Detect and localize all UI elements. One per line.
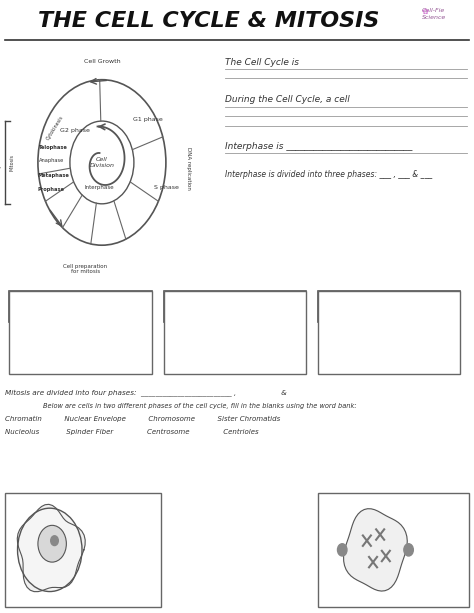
Text: G1 phase: G1 phase <box>133 117 163 122</box>
Text: DNA replication: DNA replication <box>186 147 191 190</box>
Text: Interphase: Interphase <box>85 185 114 190</box>
Text: S phase: S phase <box>155 185 179 190</box>
Text: Below are cells in two different phases of the cell cycle, fill in the blanks us: Below are cells in two different phases … <box>43 403 356 409</box>
FancyBboxPatch shape <box>9 291 152 374</box>
Text: Chromatin          Nuclear Envelope          Chromosome          Sister Chromati: Chromatin Nuclear Envelope Chromosome Si… <box>5 416 280 422</box>
FancyBboxPatch shape <box>318 493 469 607</box>
Text: Telophase: Telophase <box>39 145 68 150</box>
Text: 7.: 7. <box>320 546 327 555</box>
Text: M phase: M phase <box>0 151 2 174</box>
Text: 4.: 4. <box>114 569 121 578</box>
Text: 8.: 8. <box>320 569 327 578</box>
Text: Anaphase: Anaphase <box>39 158 64 163</box>
Text: ✿: ✿ <box>422 7 428 15</box>
Text: 6.: 6. <box>320 523 327 531</box>
Polygon shape <box>344 509 407 591</box>
Text: 1.: 1. <box>114 500 121 508</box>
Text: Mitosis are divided into four phases:  _________________________ ,              : Mitosis are divided into four phases: __… <box>5 389 286 396</box>
FancyBboxPatch shape <box>5 493 161 607</box>
Text: 5.: 5. <box>320 500 327 508</box>
Text: Mitosis: Mitosis <box>9 154 14 171</box>
Text: Cell Growth: Cell Growth <box>83 59 120 64</box>
Polygon shape <box>17 504 85 592</box>
Text: 3.: 3. <box>114 546 121 555</box>
FancyBboxPatch shape <box>318 291 460 374</box>
Text: The S phase replicates
__________________and
synthesizes ________ molecules.
Whe: The S phase replicates _________________… <box>168 296 266 352</box>
Circle shape <box>51 536 58 546</box>
Text: G2 phase: G2 phase <box>60 129 90 134</box>
Text: Cytokinesis: Cytokinesis <box>46 115 64 141</box>
Text: Metaphase: Metaphase <box>38 173 70 178</box>
Text: Prophase: Prophase <box>38 187 65 192</box>
Text: During the G₂ phase, many of
the organelles and molecules
required for _________: During the G₂ phase, many of the organel… <box>322 296 424 360</box>
FancyBboxPatch shape <box>318 291 460 322</box>
Circle shape <box>18 508 82 592</box>
Text: THE CELL CYCLE & MITOSIS: THE CELL CYCLE & MITOSIS <box>38 12 379 31</box>
Text: 2.: 2. <box>114 523 121 531</box>
Text: Interphase is ____________________________: Interphase is __________________________… <box>225 142 412 151</box>
FancyBboxPatch shape <box>164 291 306 322</box>
Text: During the Cell Cycle, a cell: During the Cell Cycle, a cell <box>225 95 350 104</box>
Text: Cell-Fie
Science: Cell-Fie Science <box>421 9 446 20</box>
Circle shape <box>337 544 347 556</box>
Text: G₁ Phase: G₁ Phase <box>49 300 112 313</box>
Text: Interphase is divided into three phases: ___ , ___ & ___: Interphase is divided into three phases:… <box>225 170 432 180</box>
Text: Cell preparation
for mitosis: Cell preparation for mitosis <box>63 264 108 275</box>
Text: Cell
Division: Cell Division <box>90 157 114 168</box>
FancyBboxPatch shape <box>164 291 306 374</box>
FancyBboxPatch shape <box>9 291 152 322</box>
Circle shape <box>404 544 413 556</box>
Text: The G₁ phase is a period of
activity in which cells ___
___________________
____: The G₁ phase is a period of activity in … <box>14 296 98 362</box>
Text: G₂ Phase: G₂ Phase <box>357 300 420 313</box>
Text: S Phase: S Phase <box>207 300 263 313</box>
Text: The Cell Cycle is: The Cell Cycle is <box>225 58 299 67</box>
Text: Nucleolus            Spinder Fiber               Centrosome               Centri: Nucleolus Spinder Fiber Centrosome Centr… <box>5 428 258 435</box>
Circle shape <box>38 525 66 562</box>
